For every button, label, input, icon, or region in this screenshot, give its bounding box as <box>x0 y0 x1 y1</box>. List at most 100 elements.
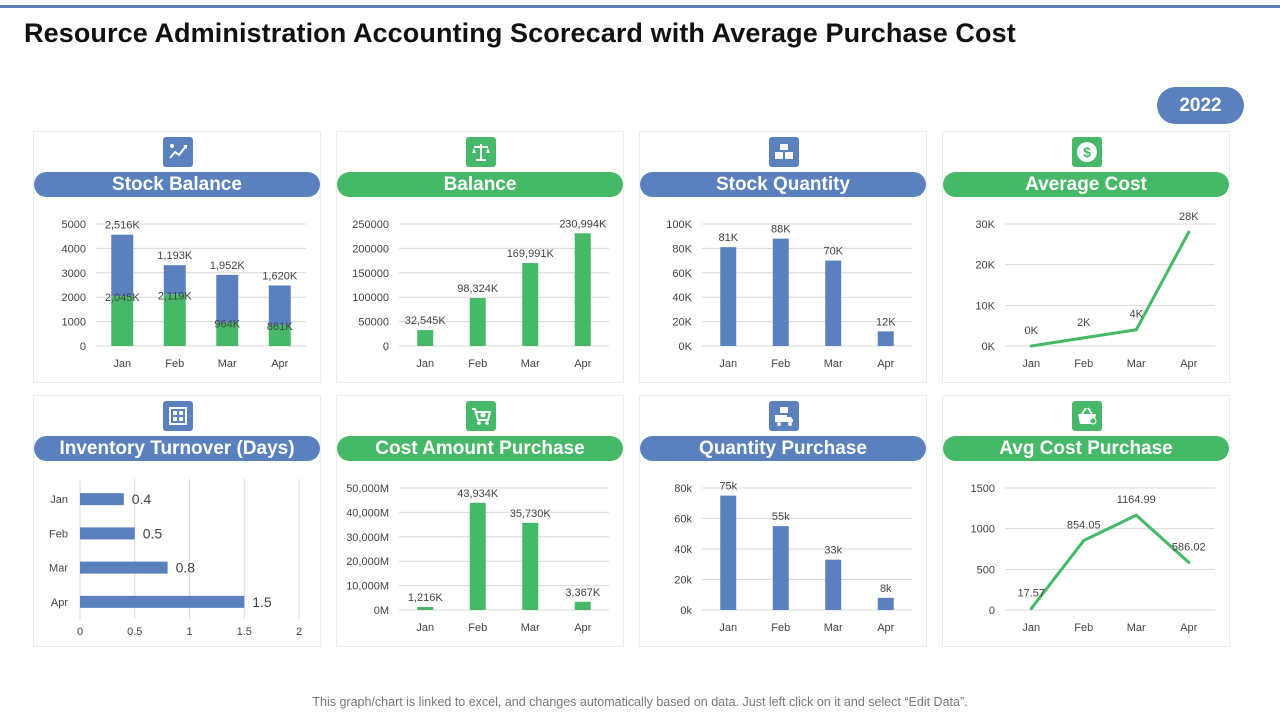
bar-segment <box>163 294 186 346</box>
bar <box>772 526 789 610</box>
data-point <box>1082 336 1086 340</box>
data-label: 0.8 <box>176 560 196 576</box>
y-tick-label: 20K <box>672 317 692 329</box>
x-tick-label: 1 <box>186 626 192 638</box>
y-tick-label: 40,000M <box>346 507 389 519</box>
y-tick-label: 500 <box>977 564 995 576</box>
x-tick-label: Feb <box>771 622 790 634</box>
inventory-turnover-chart[interactable]: 0 0.5 1 1.5 2 Jan 0.4 Feb 0.5 Mar 0.8 Apr 1.5 <box>34 464 320 644</box>
x-tick-label: Jan <box>719 622 737 634</box>
y-tick-label: 20K <box>975 260 995 272</box>
x-tick-label: Jan <box>416 358 434 370</box>
data-label: 2,045K <box>105 292 141 304</box>
cost-amount-purchase-chart[interactable]: 0M 10,000M 20,000M 30,000M 40,000M 50,000M Jan… <box>337 464 623 644</box>
stacked-boxes-icon <box>769 137 799 167</box>
data-label: 586.02 <box>1172 541 1206 553</box>
x-tick-label: Mar <box>521 358 540 370</box>
data-label: 70K <box>823 246 843 258</box>
data-label: 861K <box>267 321 293 333</box>
dollar-coin-icon: $ <box>1072 137 1102 167</box>
data-point <box>1082 539 1086 543</box>
y-tick-label: 0k <box>680 605 692 617</box>
bar-segment <box>216 274 239 323</box>
data-label: 1,193K <box>157 250 193 262</box>
x-tick-label: Feb <box>1074 622 1093 634</box>
y-tick-label: 100K <box>666 219 692 231</box>
x-tick-label: Feb <box>165 358 184 370</box>
bar <box>720 247 737 346</box>
x-tick-label: Apr <box>877 358 894 370</box>
y-tick-label: 50,000M <box>346 483 389 495</box>
bar <box>825 559 842 610</box>
x-tick-label: Feb <box>771 358 790 370</box>
data-label: 1,620K <box>262 270 298 282</box>
data-point <box>1134 513 1138 517</box>
bar-segment <box>111 296 134 346</box>
data-label: 88K <box>771 224 791 236</box>
y-tick-label: Mar <box>49 563 68 575</box>
x-tick-label: Feb <box>468 358 487 370</box>
bar <box>469 298 486 346</box>
y-tick-label: 1000 <box>971 524 995 536</box>
bar-segment <box>163 265 186 295</box>
bar-segment <box>111 234 134 297</box>
x-tick-label: Apr <box>574 358 591 370</box>
bar <box>522 263 539 346</box>
data-label: 2,119K <box>158 290 193 302</box>
data-label: 964K <box>214 318 240 330</box>
bar <box>522 522 539 610</box>
purchase-cart-icon <box>466 401 496 431</box>
x-tick-label: Mar <box>521 622 540 634</box>
data-label: 0.4 <box>132 491 152 507</box>
y-tick-label: 10K <box>975 300 995 312</box>
x-tick-label: 2 <box>296 626 302 638</box>
y-tick-label: 4000 <box>62 243 86 255</box>
bar <box>720 495 737 610</box>
y-tick-label: 10,000M <box>346 581 389 593</box>
data-label: 1164.99 <box>1117 494 1156 506</box>
x-tick-label: 0.5 <box>127 626 142 638</box>
year-badge[interactable]: 2022 <box>1157 87 1244 124</box>
bar <box>825 260 842 346</box>
stock-quantity-chart[interactable]: 0K 20K 40K 60K 80K 100K Jan Feb Mar Apr 81K 88K 70K 1… <box>640 200 926 380</box>
y-tick-label: 1500 <box>971 483 995 495</box>
bar <box>877 597 894 610</box>
balance-chart[interactable]: 0 50000 100000 150000 200000 250000 Jan Feb Mar A… <box>337 200 623 380</box>
quantity-purchase-chart[interactable]: 0k 20k 40k 60k 80k Jan Feb Mar Apr 75k 55k 33k 8k <box>640 464 926 644</box>
x-tick-label: Mar <box>824 358 843 370</box>
y-tick-label: 0M <box>374 605 389 617</box>
y-tick-label: 30K <box>975 219 995 231</box>
shopping-basket-icon <box>1072 401 1102 431</box>
card-title: Stock Balance <box>34 172 320 197</box>
x-tick-label: Mar <box>1127 358 1146 370</box>
bar <box>417 607 434 610</box>
avg-cost-purchase-chart[interactable]: 0 500 1000 1500 Jan Feb Mar Apr 17.57 854.05 1164.… <box>943 464 1229 644</box>
card-inventory-turnover: Inventory Turnover (Days) 0 0.5 1 1.5 2 Jan 0.… <box>33 395 321 647</box>
bar <box>417 330 434 346</box>
data-label: 33k <box>824 545 842 557</box>
y-tick-label: 40k <box>674 544 692 556</box>
y-tick-label: 5000 <box>62 219 86 231</box>
bar <box>469 502 486 610</box>
series-line <box>1031 231 1191 348</box>
y-tick-label: 80k <box>674 483 692 495</box>
bar <box>80 561 168 574</box>
data-label: 32,545K <box>405 315 447 327</box>
y-tick-label: 0 <box>80 341 86 353</box>
x-tick-label: Apr <box>1180 622 1197 634</box>
data-point <box>1029 344 1033 348</box>
card-title: Quantity Purchase <box>640 436 926 461</box>
stock-balance-chart[interactable]: 0 1000 2000 3000 4000 5000 Jan Feb Mar Apr 2,516K 2… <box>34 200 320 380</box>
data-point <box>1029 607 1033 611</box>
data-label: 8k <box>880 583 892 595</box>
y-tick-label: 50000 <box>358 317 389 329</box>
data-label: 1,952K <box>210 260 246 272</box>
data-label: 3,367K <box>565 587 601 599</box>
average-cost-chart[interactable]: 0K 10K 20K 30K Jan Feb Mar Apr 0K 2K 4K 28K <box>943 200 1229 380</box>
x-tick-label: Feb <box>468 622 487 634</box>
card-cost-amount-purchase: Cost Amount Purchase 0M 10,000M 20,000M 30,… <box>336 395 624 647</box>
bar <box>772 238 789 346</box>
y-tick-label: 80K <box>672 243 692 255</box>
x-tick-label: 0 <box>77 626 83 638</box>
data-label: 1.5 <box>252 594 272 610</box>
